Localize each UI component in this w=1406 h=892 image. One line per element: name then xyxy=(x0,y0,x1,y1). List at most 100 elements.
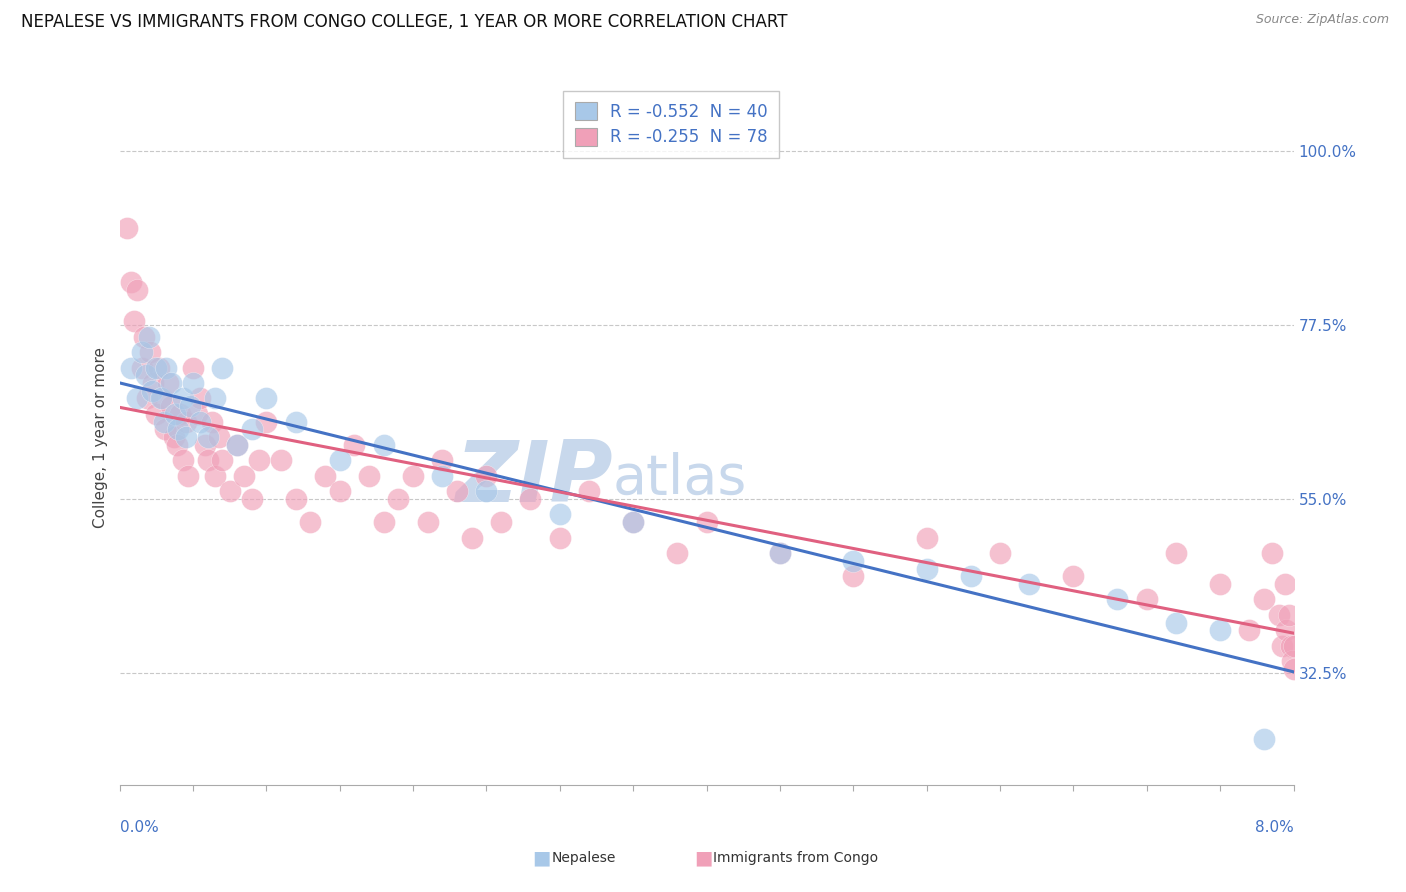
Point xyxy=(475,468,498,483)
Point xyxy=(1164,615,1187,630)
Point xyxy=(131,345,153,359)
Point xyxy=(177,468,200,483)
Text: 8.0%: 8.0% xyxy=(1254,820,1294,835)
Point xyxy=(1253,731,1275,746)
Text: NEPALESE VS IMMIGRANTS FROM CONGO COLLEGE, 1 YEAR OR MORE CORRELATION CHART: NEPALESE VS IMMIGRANTS FROM CONGO COLLEG… xyxy=(21,13,787,31)
Point xyxy=(254,415,277,429)
Point xyxy=(197,430,219,444)
Point xyxy=(166,438,188,452)
Point xyxy=(172,392,194,406)
Point xyxy=(156,376,179,390)
Point xyxy=(167,422,190,436)
Legend: R = -0.552  N = 40, R = -0.255  N = 78: R = -0.552 N = 40, R = -0.255 N = 78 xyxy=(564,91,779,158)
Point xyxy=(172,453,194,467)
Point xyxy=(136,392,159,406)
Point xyxy=(1271,639,1294,653)
Point xyxy=(225,438,249,452)
Point xyxy=(959,569,981,583)
Point xyxy=(139,345,162,359)
Point xyxy=(1282,639,1305,653)
Text: Source: ZipAtlas.com: Source: ZipAtlas.com xyxy=(1256,13,1389,27)
Point xyxy=(314,468,336,483)
Point xyxy=(169,407,191,421)
Point xyxy=(769,546,792,560)
Point xyxy=(204,392,226,406)
Point xyxy=(1281,654,1303,668)
Point xyxy=(432,453,454,467)
Point xyxy=(188,415,211,429)
Point xyxy=(218,484,240,499)
Point xyxy=(284,491,307,506)
Text: 0.0%: 0.0% xyxy=(120,820,159,835)
Point xyxy=(204,468,226,483)
Point xyxy=(373,438,395,452)
Point xyxy=(1282,662,1305,676)
Point xyxy=(299,515,322,529)
Point xyxy=(134,329,156,343)
Point xyxy=(284,415,307,429)
Point xyxy=(163,430,186,444)
Point xyxy=(240,422,263,436)
Point xyxy=(1018,577,1040,591)
Point xyxy=(621,515,644,529)
Point xyxy=(548,531,571,545)
Point xyxy=(145,360,167,375)
Point xyxy=(138,329,160,343)
Point xyxy=(197,453,219,467)
Text: ■: ■ xyxy=(531,848,551,868)
Point xyxy=(127,283,149,297)
Point xyxy=(373,515,395,529)
Point xyxy=(621,515,644,529)
Point xyxy=(548,508,571,522)
Point xyxy=(769,546,792,560)
Point xyxy=(270,453,292,467)
Point xyxy=(160,376,183,390)
Point xyxy=(842,554,865,568)
Point xyxy=(578,484,600,499)
Point xyxy=(141,384,163,398)
Point xyxy=(149,392,172,406)
Point xyxy=(211,360,233,375)
Point xyxy=(329,484,352,499)
Point xyxy=(1253,592,1275,607)
Point xyxy=(225,438,249,452)
Point xyxy=(402,468,425,483)
Point xyxy=(174,430,197,444)
Point xyxy=(1275,624,1298,638)
Point xyxy=(432,468,454,483)
Point xyxy=(460,531,484,545)
Point xyxy=(179,399,201,413)
Point xyxy=(186,407,208,421)
Point xyxy=(240,491,263,506)
Point xyxy=(115,221,138,235)
Point xyxy=(208,430,231,444)
Point xyxy=(1209,577,1232,591)
Point xyxy=(489,515,512,529)
Point xyxy=(194,438,217,452)
Point xyxy=(666,546,689,560)
Y-axis label: College, 1 year or more: College, 1 year or more xyxy=(93,347,108,527)
Point xyxy=(1062,569,1084,583)
Point xyxy=(1274,577,1296,591)
Point xyxy=(148,360,170,375)
Point xyxy=(329,453,352,467)
Point xyxy=(988,546,1011,560)
Point xyxy=(160,399,183,413)
Point xyxy=(174,415,197,429)
Point xyxy=(211,453,233,467)
Point xyxy=(387,491,409,506)
Point xyxy=(842,569,865,583)
Point xyxy=(1278,607,1301,622)
Point xyxy=(188,392,211,406)
Point xyxy=(181,360,204,375)
Point xyxy=(357,468,380,483)
Point xyxy=(152,415,174,429)
Point xyxy=(131,360,153,375)
Point xyxy=(915,531,938,545)
Point xyxy=(233,468,256,483)
Point xyxy=(181,376,204,390)
Text: Immigrants from Congo: Immigrants from Congo xyxy=(713,851,877,865)
Point xyxy=(1164,546,1187,560)
Point xyxy=(1239,624,1261,638)
Point xyxy=(201,415,224,429)
